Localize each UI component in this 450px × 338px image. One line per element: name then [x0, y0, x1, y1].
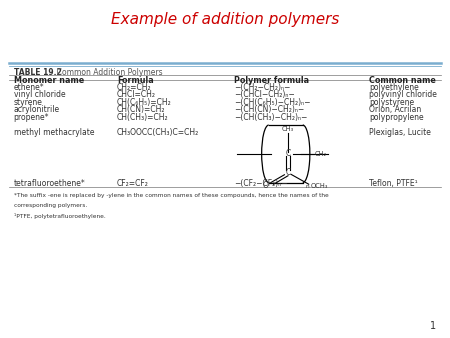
- Text: CH₃: CH₃: [282, 126, 294, 132]
- Text: corresponding polymers.: corresponding polymers.: [14, 203, 87, 208]
- Text: Formula: Formula: [117, 76, 154, 85]
- Text: Orlon, Acrilan: Orlon, Acrilan: [369, 105, 421, 114]
- Text: ¹PTFE, polytetrafluoroethylene.: ¹PTFE, polytetrafluoroethylene.: [14, 213, 105, 219]
- Text: Common Addition Polymers: Common Addition Polymers: [52, 68, 162, 77]
- Text: CH₂=CH₂: CH₂=CH₂: [117, 83, 152, 92]
- Text: methyl methacrylate: methyl methacrylate: [14, 128, 94, 138]
- Text: *The suffix -ene is replaced by -ylene in the common names of these compounds, h: *The suffix -ene is replaced by -ylene i…: [14, 193, 328, 198]
- Text: Teflon, PTFE¹: Teflon, PTFE¹: [369, 179, 418, 188]
- Text: ethene*: ethene*: [14, 83, 44, 92]
- Text: TABLE 19.2: TABLE 19.2: [14, 68, 61, 77]
- Text: C: C: [285, 168, 291, 177]
- Text: CH₂: CH₂: [315, 151, 327, 157]
- Text: Plexiglas, Lucite: Plexiglas, Lucite: [369, 128, 431, 138]
- Text: Common name: Common name: [369, 76, 436, 85]
- Text: 1: 1: [430, 321, 436, 331]
- Text: OCH₃: OCH₃: [310, 183, 328, 189]
- Text: −(CH(CH₃)−CH₂)ₙ−: −(CH(CH₃)−CH₂)ₙ−: [234, 113, 307, 122]
- Text: CH(C₆H₅)=CH₂: CH(C₆H₅)=CH₂: [117, 98, 172, 107]
- Text: CHCl=CH₂: CHCl=CH₂: [117, 90, 156, 99]
- Text: n: n: [306, 184, 310, 189]
- Text: polystyrene: polystyrene: [369, 98, 414, 107]
- Text: tetrafluoroethene*: tetrafluoroethene*: [14, 179, 85, 188]
- Text: vinyl chloride: vinyl chloride: [14, 90, 65, 99]
- Text: −(CH₂−CH₂)ₙ−: −(CH₂−CH₂)ₙ−: [234, 83, 290, 92]
- Text: CH(CH₃)=CH₂: CH(CH₃)=CH₂: [117, 113, 169, 122]
- Text: polyvinyl chloride: polyvinyl chloride: [369, 90, 437, 99]
- Text: C: C: [285, 149, 291, 158]
- Text: Monomer name: Monomer name: [14, 76, 84, 85]
- Text: O: O: [262, 182, 269, 190]
- Text: styrene: styrene: [14, 98, 42, 107]
- Text: −(CH(C₆H₅)−CH₂)ₙ−: −(CH(C₆H₅)−CH₂)ₙ−: [234, 98, 310, 107]
- Text: propene*: propene*: [14, 113, 49, 122]
- Text: −(CF₂−CF₂)ₙ−: −(CF₂−CF₂)ₙ−: [234, 179, 288, 188]
- Text: Example of addition polymers: Example of addition polymers: [111, 12, 339, 27]
- Text: Polymer formula: Polymer formula: [234, 76, 309, 85]
- Text: polyethylene: polyethylene: [369, 83, 419, 92]
- Text: −(CHCl−CH₂)ₙ−: −(CHCl−CH₂)ₙ−: [234, 90, 295, 99]
- Text: polypropylene: polypropylene: [369, 113, 423, 122]
- Text: acrylonitrile: acrylonitrile: [14, 105, 59, 114]
- Text: −(CH(CN)−CH₂)ₙ−: −(CH(CN)−CH₂)ₙ−: [234, 105, 304, 114]
- Text: CH₃OOCC(CH₃)C=CH₂: CH₃OOCC(CH₃)C=CH₂: [117, 128, 199, 138]
- Text: CH(CN)=CH₂: CH(CN)=CH₂: [117, 105, 166, 114]
- Text: CF₂=CF₂: CF₂=CF₂: [117, 179, 149, 188]
